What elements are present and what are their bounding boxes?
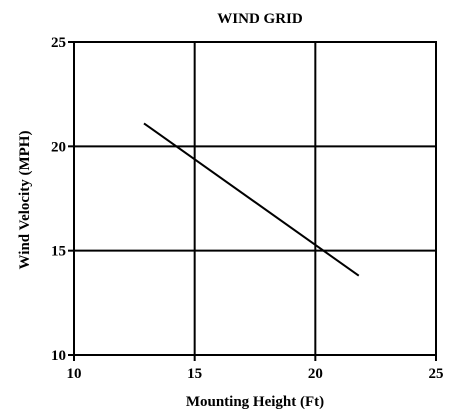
y-tick-label: 20 [51,139,66,155]
grid-lines [74,42,436,355]
x-axis-ticks: 10 15 20 25 [67,355,444,382]
x-tick-label: 25 [429,366,444,382]
x-tick-label: 10 [67,366,82,382]
x-tick-label: 15 [187,366,202,382]
x-axis-title: Mounting Height (Ft) [186,394,324,410]
y-tick-label: 10 [51,348,66,364]
x-tick-label: 20 [308,366,323,382]
y-tick-label: 15 [51,244,66,260]
y-axis-title: Wind Velocity (MPH) [17,131,33,270]
y-axis-ticks: 10 15 20 25 [51,35,74,364]
y-tick-label: 25 [51,35,66,51]
plot-frame [74,42,436,355]
plot-border [74,42,436,355]
chart-title: WIND GRID [217,11,303,27]
